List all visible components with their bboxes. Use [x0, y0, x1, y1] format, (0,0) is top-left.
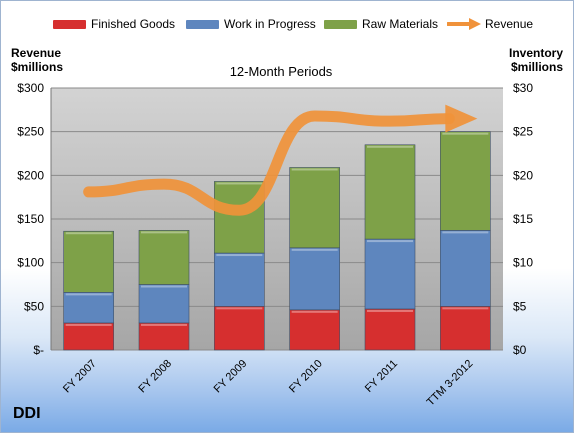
bar-segment-finished-goods [214, 306, 265, 351]
bar-segment-work-in-progress [289, 247, 340, 311]
legend-finished-goods: Finished Goods [53, 17, 175, 31]
legend-work-in-progress: Work in Progress [186, 17, 316, 31]
x-tick-label: FY 2008 [136, 358, 174, 396]
gridlines [50, 87, 503, 351]
bar-segment-finished-goods [138, 322, 190, 351]
x-tick-label: FY 2010 [287, 358, 325, 396]
y-left-tick-label: $- [33, 343, 44, 357]
legend-arrow-icon [447, 18, 481, 30]
y-left-axis-label: Revenue $millions [11, 46, 63, 74]
legend-swatch-wip [186, 19, 219, 29]
chart-title: 12-Month Periods [229, 64, 333, 79]
bar-highlight [291, 168, 338, 171]
bar-highlight [141, 323, 187, 326]
bar-segment-raw-materials [138, 230, 190, 285]
y-right-tick-label: $5 [513, 299, 527, 313]
y-left-tick-label: $50 [24, 299, 44, 313]
legend-label: Raw Materials [362, 17, 439, 31]
bar-highlight [442, 132, 489, 135]
bar-highlight [367, 240, 413, 243]
company-name: DDI [13, 405, 41, 422]
y-left-tick-label: $250 [17, 125, 44, 139]
y-left-tick-label: $200 [17, 168, 44, 182]
revenue-line [83, 110, 455, 216]
bar-highlight [65, 323, 112, 326]
bar-highlight [291, 310, 338, 313]
bar-segment-work-in-progress [63, 292, 114, 324]
bar-highlight [141, 231, 187, 234]
bar-segment-raw-materials [214, 181, 265, 254]
y-right-tick-label: $15 [513, 212, 533, 226]
bars [63, 131, 491, 351]
legend-label: Finished Goods [91, 17, 176, 31]
y-right-tick-label: $25 [513, 125, 533, 139]
bar-segment-work-in-progress [364, 238, 416, 310]
y-left-axis-label-line1: Revenue [11, 46, 62, 60]
x-tick-label: FY 2011 [363, 358, 400, 395]
bar-highlight [216, 307, 263, 310]
y-right-tick-label: $0 [513, 343, 527, 357]
bar-highlight [65, 232, 112, 235]
bar-segment-raw-materials [364, 144, 416, 240]
y-left-axis-label-line2: $millions [11, 60, 64, 74]
x-tick-label: FY 2007 [61, 358, 99, 396]
legend-raw-materials: Raw Materials [324, 17, 438, 31]
bar-segment-finished-goods [440, 306, 491, 351]
y-right-tick-label: $10 [513, 256, 533, 270]
bar-segment-work-in-progress [214, 252, 265, 307]
y-left-tick-label: $100 [17, 256, 44, 270]
y-left-tick-label: $150 [17, 212, 44, 226]
y-right-tick-label: $30 [513, 81, 533, 95]
bar-segment-raw-materials [440, 131, 491, 231]
bar-segment-raw-materials [289, 167, 340, 249]
legend-label: Work in Progress [224, 17, 316, 31]
bar-segment-work-in-progress [138, 284, 190, 324]
y-right-tick-label: $20 [513, 168, 533, 182]
bar-highlight [216, 182, 263, 185]
bar-segment-raw-materials [63, 230, 114, 293]
bar-highlight [291, 248, 338, 251]
bar-highlight [442, 307, 489, 310]
bar-highlight [367, 145, 413, 148]
bar-segment-finished-goods [63, 322, 114, 351]
bar-segment-finished-goods [289, 309, 340, 351]
y-right-axis-label-line2: $millions [510, 60, 563, 74]
bar-highlight [216, 254, 263, 257]
y-left-tick-label: $300 [17, 81, 44, 95]
bar-segment-work-in-progress [440, 230, 491, 307]
bar-highlight [141, 285, 187, 288]
y-right-axis-label: Inventory $millions [507, 46, 563, 74]
bar-segment-finished-goods [364, 308, 416, 351]
legend-revenue: Revenue [447, 17, 533, 31]
legend-label: Revenue [485, 17, 534, 31]
x-tick-label: FY 2009 [212, 358, 250, 396]
revenue-arrow-head [445, 104, 478, 133]
x-tick-label: TTM 3-2012 [425, 358, 476, 409]
y-right-axis-label-line1: Inventory [508, 46, 563, 60]
bar-highlight [367, 309, 413, 312]
legend-swatch-finished [53, 19, 86, 29]
legend-swatch-raw [324, 19, 357, 29]
bar-highlight [442, 231, 489, 234]
bar-highlight [65, 293, 112, 296]
